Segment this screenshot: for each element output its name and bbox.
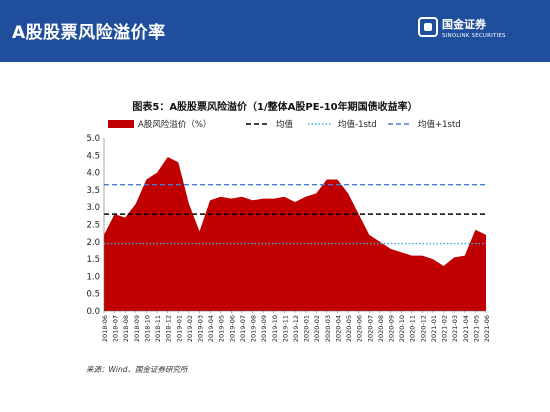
sinolink-logo-icon xyxy=(418,17,438,37)
y-tick-label: 4.5 xyxy=(86,151,100,161)
x-tick-label: 2018-08 xyxy=(122,315,130,342)
chart-title: 图表5：A股股票风险溢价（1/整体A股PE-10年期国债收益率） xyxy=(132,102,418,113)
y-tick-label: 2.5 xyxy=(86,221,100,231)
x-tick-label: 2020-09 xyxy=(388,315,396,342)
y-tick-label: 0.0 xyxy=(86,307,100,317)
legend-label: 均值-1std xyxy=(338,119,377,130)
x-tick-label: 2019-05 xyxy=(218,315,226,342)
x-tick-label: 2018-09 xyxy=(133,315,141,342)
x-tick-label: 2019-02 xyxy=(186,315,194,342)
x-tick-label: 2018-07 xyxy=(112,315,120,342)
header-bar: A股股票风险溢价率 国金证券 SINOLINK SECURITIES xyxy=(0,0,550,62)
y-tick-label: 3.0 xyxy=(86,203,100,213)
y-tick-label: 4.0 xyxy=(86,169,100,179)
risk-premium-area xyxy=(104,157,486,311)
y-tick-label: 3.5 xyxy=(86,186,100,196)
legend-label: 均值 xyxy=(276,119,294,130)
x-tick-label: 2021-01 xyxy=(430,315,438,342)
x-tick-label: 2019-04 xyxy=(207,315,215,342)
x-tick-label: 2018-11 xyxy=(154,315,162,342)
y-tick-label: 0.5 xyxy=(86,290,100,300)
x-tick-label: 2018-12 xyxy=(165,315,173,342)
company-logo: 国金证券 SINOLINK SECURITIES xyxy=(418,14,538,46)
x-tick-label: 2019-06 xyxy=(228,315,236,342)
x-tick-label: 2019-03 xyxy=(197,315,205,342)
logo-text-cn: 国金证券 xyxy=(442,18,486,31)
x-tick-label: 2020-11 xyxy=(409,315,417,342)
x-tick-label: 2021-05 xyxy=(472,315,480,342)
x-tick-label: 2020-08 xyxy=(377,315,385,342)
x-tick-label: 2019-07 xyxy=(239,315,247,342)
x-tick-label: 2021-02 xyxy=(441,315,449,342)
x-tick-label: 2020-10 xyxy=(398,315,406,342)
x-tick-label: 2020-02 xyxy=(313,315,321,342)
x-tick-label: 2020-06 xyxy=(356,315,364,342)
x-tick-label: 2020-04 xyxy=(334,315,342,342)
x-tick-label: 2021-06 xyxy=(483,315,491,342)
x-tick-label: 2018-10 xyxy=(143,315,151,342)
x-tick-label: 2020-01 xyxy=(303,315,311,342)
x-tick-label: 2019-09 xyxy=(260,315,268,342)
x-tick-label: 2019-11 xyxy=(281,315,289,342)
x-tick-label: 2021-03 xyxy=(451,315,459,342)
source-note: 来源：Wind、国金证券研究所 xyxy=(86,365,188,374)
x-tick-label: 2020-05 xyxy=(345,315,353,342)
y-tick-label: 1.0 xyxy=(86,272,100,282)
x-tick-label: 2019-12 xyxy=(292,315,300,342)
x-tick-label: 2019-08 xyxy=(250,315,258,342)
legend-label: 均值+1std xyxy=(418,119,461,130)
x-tick-label: 2021-04 xyxy=(462,315,470,342)
logo-text-en: SINOLINK SECURITIES xyxy=(442,33,506,39)
page-title: A股股票风险溢价率 xyxy=(12,23,166,43)
y-tick-label: 2.0 xyxy=(86,238,100,248)
x-tick-label: 2020-07 xyxy=(366,315,374,342)
y-tick-label: 1.5 xyxy=(86,255,100,265)
x-tick-label: 2018-06 xyxy=(101,315,109,342)
y-tick-label: 5.0 xyxy=(86,134,100,144)
x-tick-label: 2019-01 xyxy=(175,315,183,342)
legend-label: A股风险溢价（%） xyxy=(138,119,211,130)
x-tick-label: 2020-12 xyxy=(419,315,427,342)
x-tick-label: 2019-10 xyxy=(271,315,279,342)
legend-swatch-area xyxy=(108,120,134,128)
x-tick-label: 2020-03 xyxy=(324,315,332,342)
